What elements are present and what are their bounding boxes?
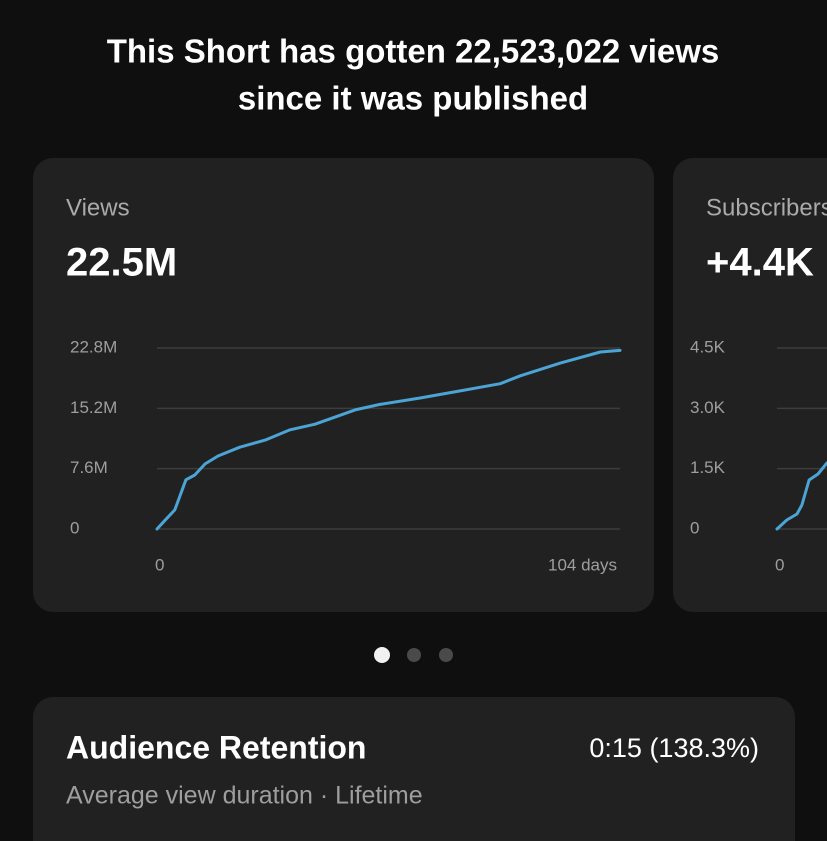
page-dot[interactable] [374, 647, 390, 663]
y-tick-label: 0 [70, 518, 79, 537]
card-label: Subscribers [706, 194, 827, 221]
retention-value: 0:15 (138.3%) [589, 733, 759, 763]
page-dot[interactable] [407, 648, 421, 662]
data-line [155, 348, 622, 531]
card-value: 22.5M [66, 241, 177, 285]
card[interactable] [33, 158, 654, 612]
card-value: +4.4K [706, 241, 814, 285]
retention-card[interactable] [33, 697, 795, 841]
card-label: Views [66, 194, 130, 221]
page-dot[interactable] [439, 648, 453, 662]
retention-title: Audience Retention [66, 729, 366, 765]
y-tick-label: 3.0K [690, 398, 726, 417]
data-line [775, 461, 827, 531]
x-tick-label: 104 days [548, 555, 617, 574]
y-tick-label: 0 [690, 518, 699, 537]
card[interactable] [673, 158, 827, 612]
y-tick-label: 22.8M [70, 337, 117, 356]
retention-subtitle: Average view duration · Lifetime [66, 782, 423, 810]
y-tick-label: 15.2M [70, 398, 117, 417]
y-tick-label: 4.5K [690, 337, 726, 356]
x-tick-label: 0 [775, 555, 784, 574]
page-title: This Short has gotten 22,523,022 views [107, 33, 720, 70]
y-tick-label: 7.6M [70, 458, 108, 477]
x-tick-label: 0 [155, 555, 164, 574]
page-title: since it was published [238, 80, 588, 117]
y-tick-label: 1.5K [690, 458, 726, 477]
